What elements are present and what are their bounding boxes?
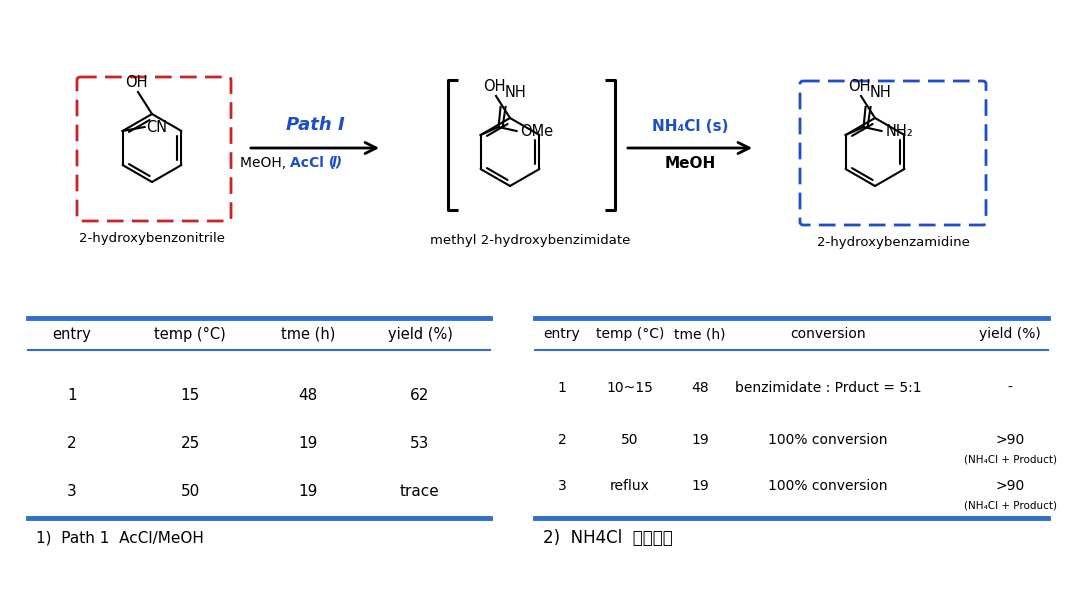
Text: -: - [1008,381,1013,395]
Text: OH: OH [124,75,147,90]
Text: 48: 48 [691,381,709,395]
Text: NH₂: NH₂ [885,124,913,139]
Text: 19: 19 [691,479,709,493]
Text: yield (%): yield (%) [980,327,1041,341]
Text: trace: trace [400,484,440,499]
Text: 2-hydroxybenzamidine: 2-hydroxybenzamidine [817,236,969,249]
Text: CN: CN [147,120,167,135]
Text: (NH₄Cl + Product): (NH₄Cl + Product) [964,501,1057,511]
Text: 2: 2 [558,433,567,447]
Text: AcCl (: AcCl ( [290,156,335,170]
Text: reflux: reflux [611,479,650,493]
Text: tme (h): tme (h) [674,327,725,341]
Text: 3: 3 [558,479,567,493]
Text: 50: 50 [621,433,638,447]
Text: 25: 25 [180,437,200,451]
Text: yield (%): yield (%) [387,327,453,341]
Text: 2-hydroxybenzonitrile: 2-hydroxybenzonitrile [79,232,225,245]
Text: entry: entry [544,327,580,341]
Text: l): l) [332,156,343,170]
Text: Path I: Path I [285,116,344,134]
Text: methyl 2-hydroxybenzimidate: methyl 2-hydroxybenzimidate [430,234,630,247]
Text: 19: 19 [691,433,709,447]
Text: 2)  NH4Cl  환원결과: 2) NH4Cl 환원결과 [543,529,673,547]
Text: 1: 1 [68,389,77,404]
Text: 62: 62 [410,389,429,404]
Text: 50: 50 [180,484,200,499]
Text: 1)  Path 1  AcCl/MeOH: 1) Path 1 AcCl/MeOH [36,530,204,545]
Text: 1: 1 [558,381,567,395]
Text: 100% conversion: 100% conversion [768,479,887,493]
Text: >90: >90 [996,433,1025,447]
Text: OMe: OMe [520,124,554,139]
Text: tme (h): tme (h) [281,327,335,341]
Text: MeOH,: MeOH, [239,156,290,170]
Text: 10~15: 10~15 [606,381,653,395]
Text: 100% conversion: 100% conversion [768,433,887,447]
Text: 2: 2 [68,437,77,451]
Text: OH: OH [483,79,505,94]
Text: 48: 48 [298,389,318,404]
Text: 19: 19 [298,437,318,451]
Text: conversion: conversion [790,327,866,341]
Text: temp (°C): temp (°C) [155,327,226,341]
Text: 53: 53 [410,437,429,451]
Text: (NH₄Cl + Product): (NH₄Cl + Product) [964,455,1057,465]
Text: temp (°C): temp (°C) [596,327,664,341]
Text: 3: 3 [68,484,77,499]
Text: MeOH: MeOH [664,156,716,171]
Text: OH: OH [848,79,870,94]
Text: NH: NH [869,85,892,100]
Text: 15: 15 [180,389,200,404]
Text: NH: NH [504,85,526,100]
Text: NH₄Cl (s): NH₄Cl (s) [651,119,729,134]
Text: 19: 19 [298,484,318,499]
Text: benzimidate : Prduct = 5:1: benzimidate : Prduct = 5:1 [735,381,922,395]
Text: entry: entry [53,327,91,341]
Text: >90: >90 [996,479,1025,493]
